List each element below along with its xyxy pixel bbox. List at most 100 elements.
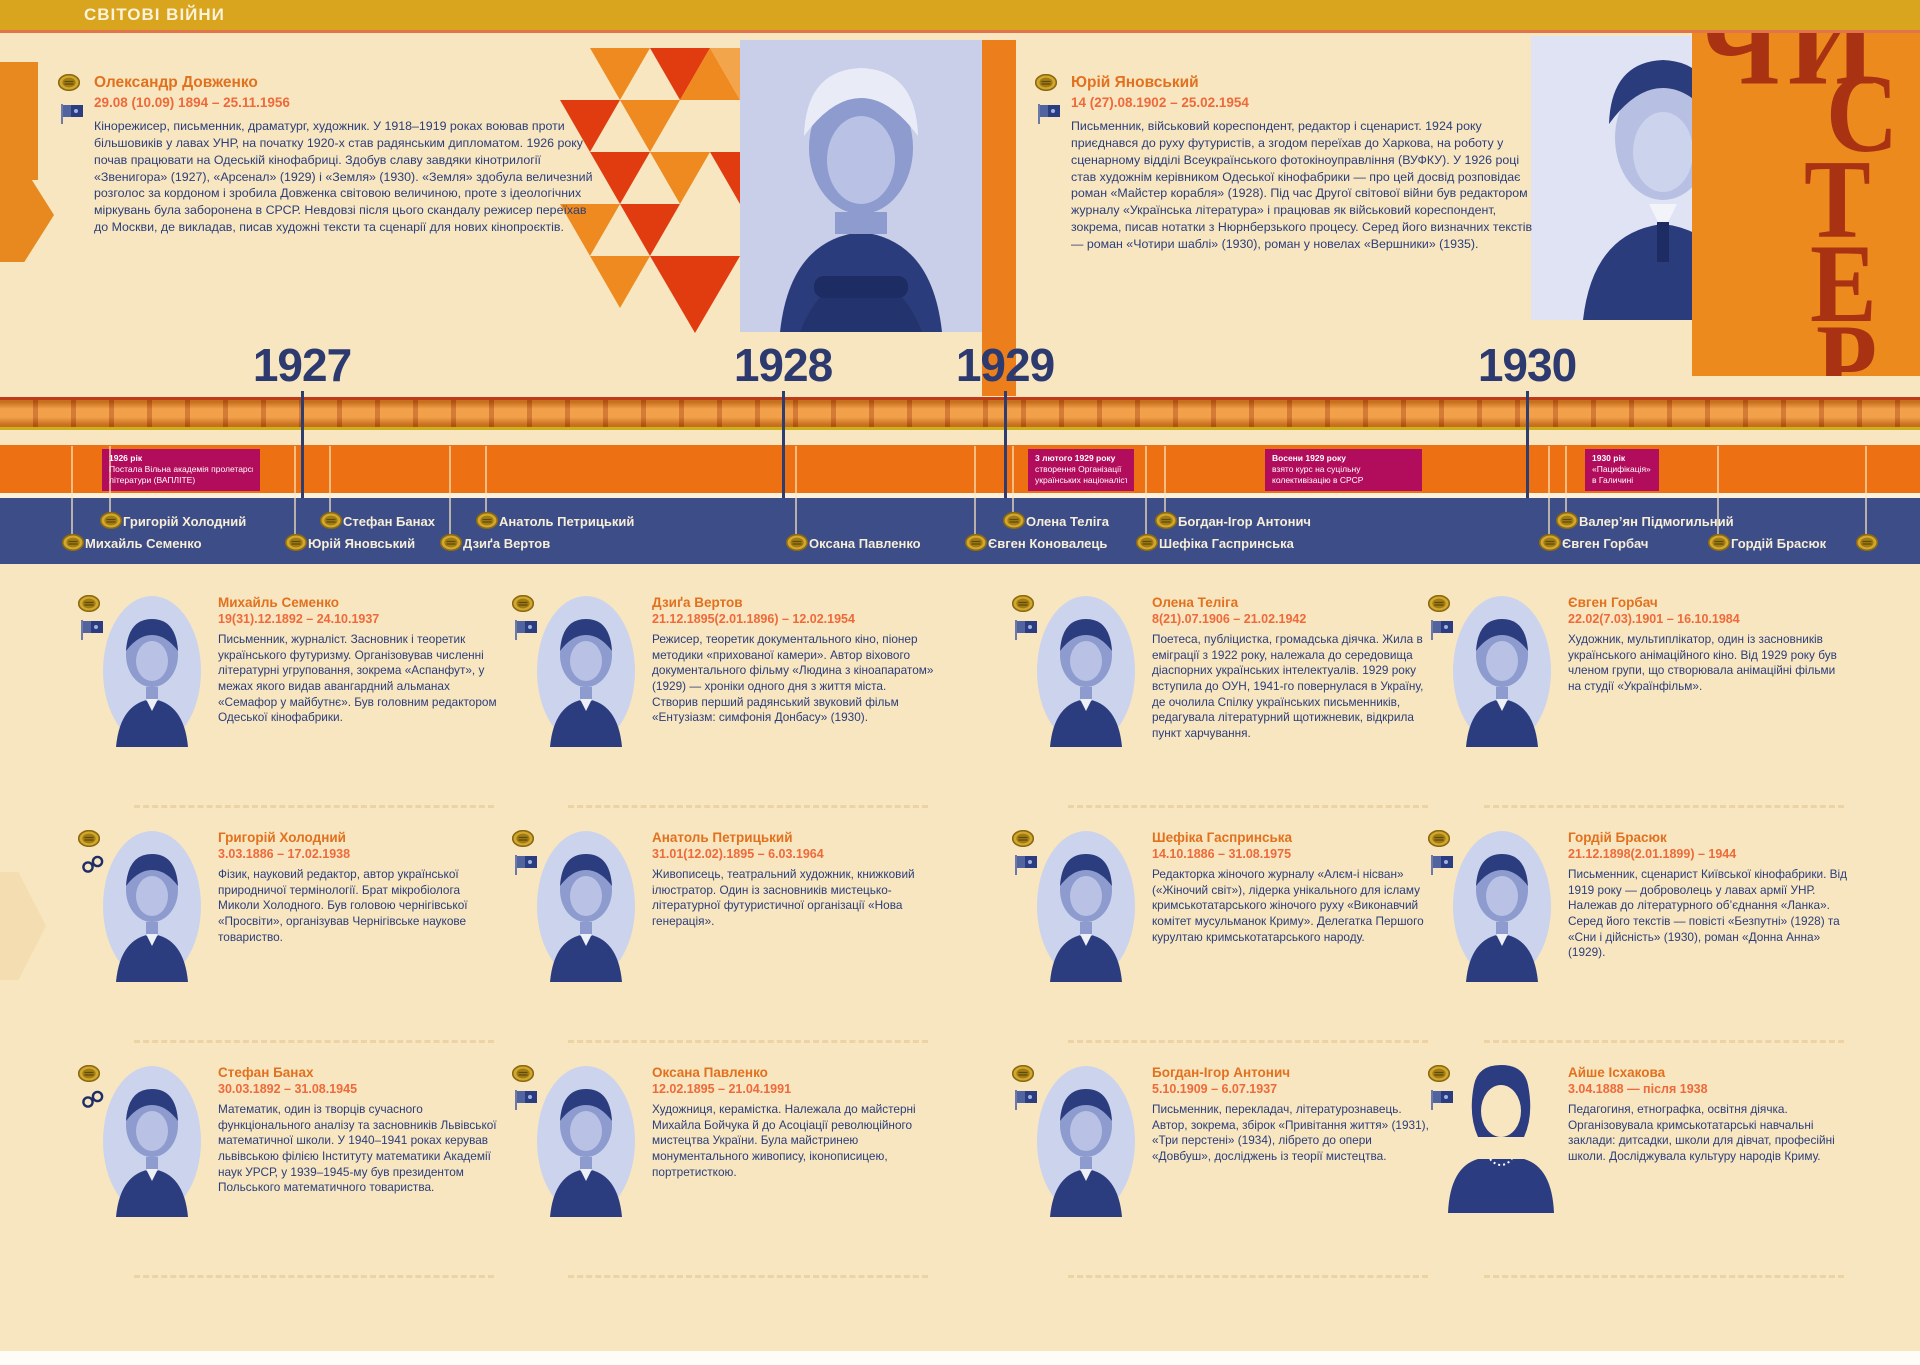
medal-badge-icon <box>1428 830 1450 847</box>
timeline-person: Богдан-Ігор Антонич <box>1155 512 1311 533</box>
timeline-person: Дзиґа Вертов <box>440 534 550 554</box>
medal-badge-icon <box>62 534 84 551</box>
badge-string-decor <box>1565 446 1567 512</box>
medal-badge-icon <box>78 830 100 847</box>
timeline-year-line <box>301 391 304 498</box>
medal-badge <box>476 512 498 533</box>
person-dates: 21.12.1898(2.01.1899) – 1944 <box>1568 847 1737 861</box>
page-title: СВІТОВІ ВІЙНИ <box>84 5 225 24</box>
portrait-photo <box>537 1066 635 1217</box>
medal-badge-icon <box>1539 534 1561 551</box>
medal-badge-icon <box>58 74 80 91</box>
medal-badge <box>1155 512 1177 533</box>
badge-string-decor <box>795 446 797 534</box>
portrait-photo <box>537 596 635 747</box>
person-bio: Редакторка жіночого журналу «Алєм-і нісв… <box>1152 867 1424 944</box>
portrait <box>102 595 202 747</box>
person-status-icon <box>514 620 540 645</box>
portrait-photo <box>1037 1066 1135 1217</box>
person-card: Оксана Павленко 12.02.1895 – 21.04.1991 … <box>512 1063 932 1278</box>
medal-badge <box>320 512 342 533</box>
timeline-person-name: Олена Теліга <box>1026 514 1109 529</box>
medal-badge-icon <box>1556 512 1578 529</box>
portrait <box>1452 830 1552 982</box>
portrait <box>536 1065 636 1217</box>
timeline-person-name: Оксана Павленко <box>809 536 921 551</box>
badge-string-decor <box>71 446 73 534</box>
timeline-year-label: 1927 <box>252 339 352 391</box>
badge-string-decor <box>1164 446 1166 512</box>
person-status-icon <box>514 855 540 880</box>
person-bio: Режисер, теоретик документального кіно, … <box>652 632 934 725</box>
medal-badge-icon <box>786 534 808 551</box>
person-dates: 30.03.1892 – 31.08.1945 <box>218 1082 358 1096</box>
timeline-year-label: 1929 <box>955 339 1055 391</box>
medal-badge-icon <box>100 512 122 529</box>
person-name: Шефіка Гаспринська <box>1152 830 1293 845</box>
medal-badge <box>78 1065 100 1087</box>
timeline-person-name: Стефан Банах <box>343 514 435 529</box>
timeline-event-box: 1926 рік Постала Вільна академія пролетар… <box>102 449 260 491</box>
deco-letter: С <box>1826 51 1899 176</box>
portrait <box>1036 595 1136 747</box>
portrait <box>102 830 202 982</box>
person-status-icon <box>80 1090 106 1115</box>
medal-badge <box>786 534 808 555</box>
medal-badge <box>78 595 100 617</box>
flag-icon <box>515 620 537 640</box>
timeline-person: Євген Горбач <box>1539 534 1648 554</box>
medal-badge-icon <box>320 512 342 529</box>
portrait-photo <box>1453 831 1551 982</box>
person-name: Стефан Банах <box>218 1065 314 1080</box>
portrait-photo <box>103 596 201 747</box>
person-status-icon <box>1430 1090 1456 1115</box>
medal-badge <box>1428 595 1450 617</box>
featured-person: Юрій Яновський 14 (27).08.1902 – 25.02.1… <box>1035 74 1535 253</box>
person-card: Григорій Холодний 3.03.1886 – 17.02.1938… <box>78 828 498 1043</box>
timeline-person: Гордій Брасюк <box>1708 534 1826 555</box>
badge-string-decor <box>485 446 487 512</box>
medal-badge <box>62 534 84 555</box>
medal-badge <box>1708 534 1730 555</box>
person-name: Олена Теліга <box>1152 595 1239 610</box>
person-status-icon <box>80 620 106 645</box>
portrait-photo <box>1453 596 1551 747</box>
timeline-person-name: Дзиґа Вертов <box>463 536 551 551</box>
person-card: Богдан-Ігор Антонич 5.10.1909 – 6.07.193… <box>1012 1063 1432 1278</box>
person-card: Дзиґа Вертов 21.12.1895(2.01.1896) – 12.… <box>512 593 934 808</box>
person-bio: Письменник, сценарист Київської кінофабр… <box>1568 867 1848 960</box>
timeline-year-label: 1928 <box>733 339 833 391</box>
portrait <box>1438 1063 1564 1213</box>
person-card: Михайль Семенко 19(31).12.1892 – 24.10.1… <box>78 593 498 808</box>
medal-badge-icon <box>440 534 462 551</box>
person-bio: Фізик, науковий редактор, автор українсь… <box>218 867 468 944</box>
person-bio: Письменник, військовий кореспондент, ред… <box>1071 119 1533 252</box>
person-status-icon <box>80 855 106 880</box>
medal-badge-icon <box>285 534 307 551</box>
timeline-person: Стефан Банах <box>320 512 435 533</box>
timeline-event-box: 1930 рік «Пацифікація» в Галичині <box>1585 449 1659 491</box>
medal-badge-icon <box>1708 534 1730 551</box>
medal-badge-icon <box>78 595 100 612</box>
person-status-icon <box>1430 620 1456 645</box>
medal-badge <box>1428 830 1450 852</box>
timeline-person-name: Михайль Семенко <box>85 536 202 551</box>
person-name: Анатоль Петрицький <box>652 830 793 845</box>
medal-badge-icon <box>1035 74 1057 91</box>
medal-badge-icon <box>1012 830 1034 847</box>
badge-string-decor <box>1012 446 1014 512</box>
timeline-person: Шефіка Гаспринська <box>1136 534 1294 554</box>
badge-string-decor <box>1145 446 1147 534</box>
person-card: Шефіка Гаспринська 14.10.1886 – 31.08.19… <box>1012 828 1432 1043</box>
person-dates: 14.10.1886 – 31.08.1975 <box>1152 847 1292 861</box>
deco-letter: Т <box>1804 137 1871 262</box>
left-strip-decor <box>0 62 38 180</box>
person-bio: Кінорежисер, письменник, драматург, худо… <box>94 119 593 235</box>
badge-string-decor <box>974 446 976 534</box>
person-dates: 14 (27).08.1902 – 25.02.1954 <box>1071 95 1249 110</box>
timeline-person: Михайль Семенко <box>62 534 202 555</box>
portrait <box>102 1065 202 1217</box>
medal-badge <box>1856 534 1878 555</box>
flag-icon <box>1015 1090 1037 1110</box>
